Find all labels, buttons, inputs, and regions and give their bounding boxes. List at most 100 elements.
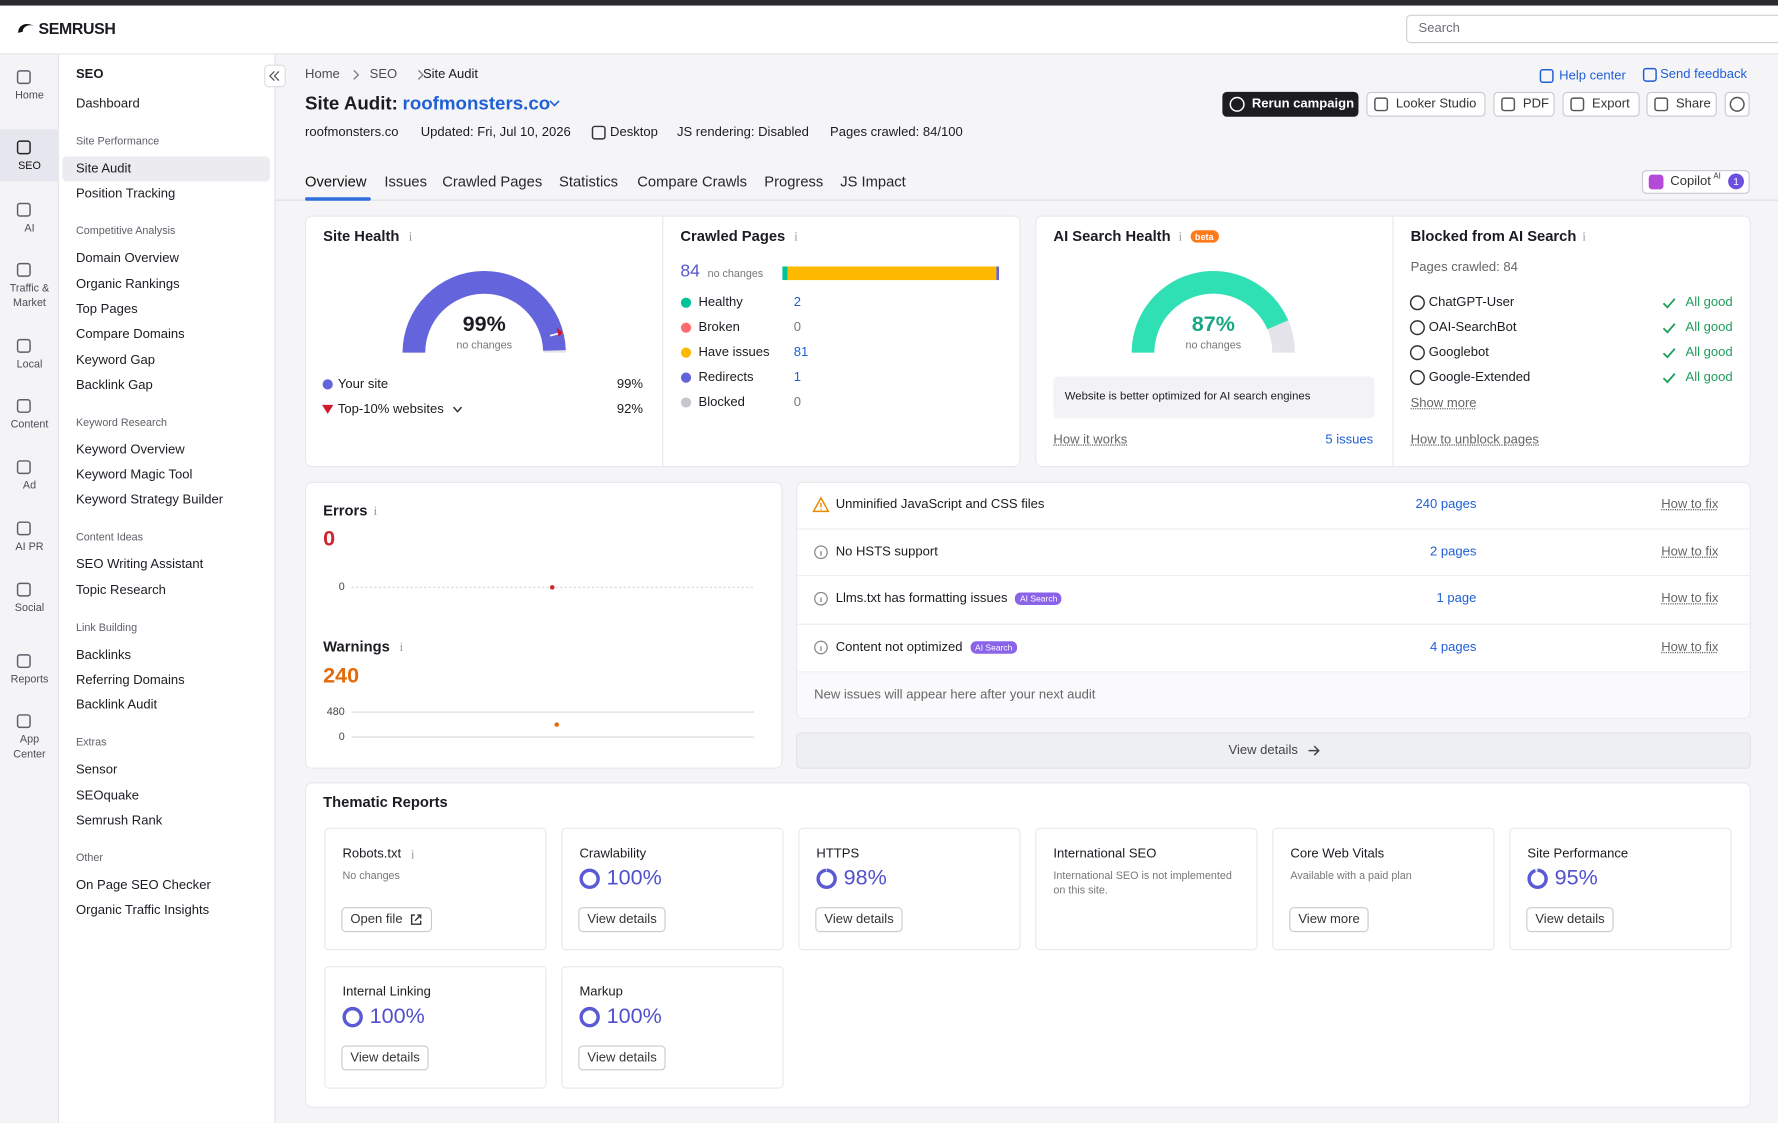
nav-item[interactable]: Sensor: [75, 763, 118, 778]
nav-item[interactable]: Referring Domains: [75, 673, 185, 688]
tab[interactable]: JS Impact: [840, 172, 906, 190]
toolbar-button-label[interactable]: Share: [1675, 97, 1711, 112]
crawled-row-count[interactable]: 2: [793, 295, 802, 310]
nav-item[interactable]: Backlink Audit: [75, 698, 158, 713]
nav-item[interactable]: Organic Traffic Insights: [75, 903, 210, 918]
link[interactable]: How it works: [1053, 433, 1128, 447]
legend-name[interactable]: Top-10% websites: [337, 402, 444, 417]
rail-label[interactable]: Traffic & Market: [9, 282, 50, 309]
nav-item[interactable]: Dashboard: [75, 97, 140, 112]
copilot-label[interactable]: Copilot: [1670, 174, 1711, 189]
icon-shape: [16, 654, 31, 669]
toolbar-button[interactable]: [1646, 91, 1717, 117]
link[interactable]: How to fix: [1661, 640, 1719, 655]
rail-label[interactable]: Reports: [10, 673, 49, 687]
link[interactable]: How to fix: [1661, 545, 1719, 560]
tab[interactable]: Issues: [384, 172, 428, 190]
link[interactable]: Show more: [1410, 396, 1477, 411]
rail-label[interactable]: Social: [14, 602, 45, 615]
icon: i: [374, 504, 378, 518]
report-button-label[interactable]: View details: [1535, 912, 1605, 927]
toolbar-button[interactable]: [1366, 91, 1486, 117]
nav-item[interactable]: Organic Rankings: [75, 277, 180, 291]
nav-item[interactable]: Backlinks: [75, 648, 132, 662]
toolbar-button-label[interactable]: Export: [1592, 97, 1630, 112]
report-button-label[interactable]: View details: [824, 912, 894, 927]
tab[interactable]: Compare Crawls: [637, 172, 748, 190]
breadcrumb-item[interactable]: SEO: [369, 68, 398, 82]
tab[interactable]: Statistics: [559, 172, 619, 190]
report-button-label[interactable]: View more: [1298, 912, 1360, 927]
ai-tag: AI Search: [1015, 592, 1062, 605]
nav-item[interactable]: Position Tracking: [75, 187, 176, 202]
toolbar-button-label[interactable]: PDF: [1522, 97, 1549, 112]
settings-button[interactable]: [1724, 91, 1750, 117]
report-button[interactable]: [1526, 907, 1614, 933]
nav-item[interactable]: Keyword Gap: [75, 353, 155, 367]
icon-shape: [1662, 298, 1676, 309]
rail-label[interactable]: Content: [10, 418, 49, 431]
report-button[interactable]: [578, 1045, 666, 1071]
card-title: Errors: [323, 501, 368, 519]
rail-label[interactable]: SEO: [18, 159, 41, 173]
report-button[interactable]: [578, 907, 666, 933]
link[interactable]: How to unblock pages: [1410, 433, 1539, 447]
icon-shape: [814, 591, 828, 606]
nav-item[interactable]: Keyword Strategy Builder: [75, 493, 224, 508]
copilot-button[interactable]: [1641, 170, 1750, 194]
tab[interactable]: Crawled Pages: [442, 172, 543, 190]
crawled-row-count[interactable]: 1: [793, 370, 802, 385]
page-domain[interactable]: roofmonsters.co: [402, 93, 551, 114]
rail-label[interactable]: Local: [16, 358, 43, 371]
nav-item[interactable]: Keyword Magic Tool: [75, 468, 193, 483]
report-button-label[interactable]: View details: [350, 1051, 420, 1065]
nav-item[interactable]: On Page SEO Checker: [75, 878, 211, 893]
nav-item[interactable]: Backlink Gap: [75, 378, 153, 393]
tab[interactable]: Overview: [305, 172, 367, 190]
nav-item[interactable]: Site Audit: [75, 162, 132, 176]
meta-item: roofmonsters.co: [305, 125, 399, 140]
link[interactable]: Send feedback: [1660, 68, 1748, 82]
link[interactable]: Help center: [1559, 69, 1626, 83]
toolbar-button[interactable]: [1493, 91, 1555, 117]
toolbar-button-label[interactable]: Looker Studio: [1395, 97, 1477, 112]
report-button-label[interactable]: View details: [587, 1051, 657, 1065]
issue-pages[interactable]: 2 pages: [1429, 545, 1477, 560]
breadcrumb-item[interactable]: Home: [305, 68, 340, 82]
report-button-label[interactable]: View details: [587, 912, 657, 927]
issue-pages[interactable]: 1 page: [1436, 591, 1477, 606]
link[interactable]: 5 issues: [1325, 433, 1374, 447]
link[interactable]: How to fix: [1661, 497, 1719, 512]
rail-label[interactable]: AI PR: [15, 540, 44, 554]
crawled-row-count[interactable]: 81: [793, 345, 809, 360]
nav-item[interactable]: SEO Writing Assistant: [75, 558, 204, 572]
view-details-bar[interactable]: [796, 732, 1751, 769]
nav-item[interactable]: SEOquake: [75, 788, 140, 803]
report-button-label[interactable]: Open file: [350, 912, 403, 927]
toolbar-button[interactable]: [1562, 91, 1640, 117]
card-title: AI Search Health: [1053, 227, 1171, 245]
toolbar-button[interactable]: [1222, 91, 1359, 117]
nav-item[interactable]: Domain Overview: [75, 252, 179, 266]
nav-item[interactable]: Top Pages: [75, 302, 138, 317]
toolbar-button-label[interactable]: Rerun campaign: [1251, 97, 1355, 112]
nav-item[interactable]: Compare Domains: [75, 327, 185, 342]
search-box[interactable]: [1406, 14, 1778, 44]
link[interactable]: How to fix: [1661, 591, 1719, 606]
report-button[interactable]: [1289, 907, 1369, 933]
rail-label[interactable]: App Center: [13, 733, 46, 761]
rail-label[interactable]: Ad: [22, 479, 37, 493]
ai-note-text: Website is better optimized for AI searc…: [1064, 390, 1311, 404]
rail-label[interactable]: AI: [24, 222, 35, 235]
icon: [1374, 97, 1389, 112]
view-details-label[interactable]: View details: [1228, 743, 1298, 758]
issue-pages[interactable]: 240 pages: [1415, 497, 1477, 512]
tab[interactable]: Progress: [764, 172, 824, 190]
nav-item[interactable]: Keyword Overview: [75, 443, 185, 457]
report-button[interactable]: [341, 1045, 429, 1071]
rail-label[interactable]: Home: [15, 89, 44, 103]
nav-item[interactable]: Semrush Rank: [75, 814, 163, 828]
issue-pages[interactable]: 4 pages: [1429, 640, 1477, 655]
nav-item[interactable]: Topic Research: [75, 583, 166, 598]
report-button[interactable]: [815, 907, 903, 933]
